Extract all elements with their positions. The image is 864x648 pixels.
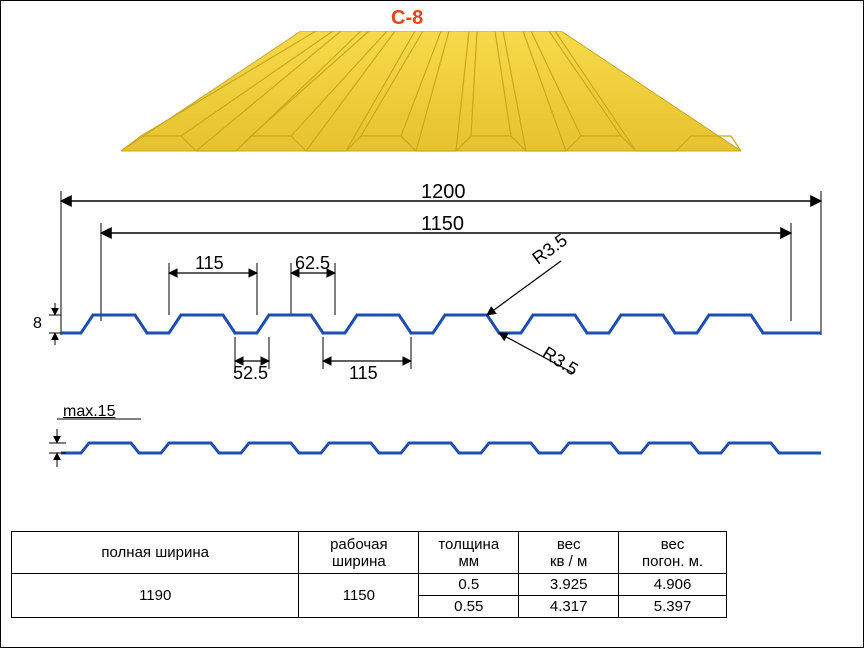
hdr-weight-rm: вес погон. м. xyxy=(619,532,727,574)
cell-working-width: 1150 xyxy=(299,574,419,618)
cell-wsqm-0: 3.925 xyxy=(519,574,619,596)
hdr-full-width: полная ширина xyxy=(12,532,299,574)
dim-ridge-top-flat: 62.5 xyxy=(295,253,330,274)
dim-ridge-pitch-bottom: 115 xyxy=(349,363,378,384)
dim-valley-flat: 52.5 xyxy=(233,363,268,384)
cell-wrm-0: 4.906 xyxy=(619,574,727,596)
table-row: 1190 1150 0.5 3.925 4.906 xyxy=(12,574,727,596)
cell-wsqm-1: 4.317 xyxy=(519,596,619,618)
spec-table: полная ширина рабочая ширина толщина мм … xyxy=(11,531,727,618)
hdr-working-width: рабочая ширина xyxy=(299,532,419,574)
dim-overall-width: 1200 xyxy=(421,181,466,204)
dim-ridge-pitch-top: 115 xyxy=(195,253,224,274)
dim-working-width: 1150 xyxy=(421,213,464,236)
cell-full-width: 1190 xyxy=(12,574,299,618)
dim-max-partial: max.15 xyxy=(63,403,115,421)
hdr-weight-sqm: вес кв / м xyxy=(519,532,619,574)
technical-drawing xyxy=(1,1,864,521)
cell-thickness-0: 0.5 xyxy=(419,574,519,596)
table-header-row: полная ширина рабочая ширина толщина мм … xyxy=(12,532,727,574)
cell-wrm-1: 5.397 xyxy=(619,596,727,618)
hdr-thickness: толщина мм xyxy=(419,532,519,574)
cell-thickness-1: 0.55 xyxy=(419,596,519,618)
dim-height: 8 xyxy=(33,315,42,333)
